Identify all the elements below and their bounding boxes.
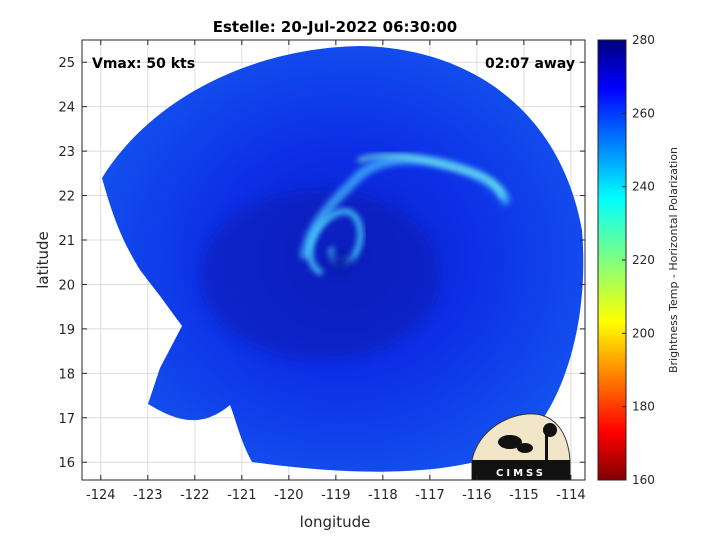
- colorbar-tick-label: 220: [632, 253, 655, 267]
- colorbar-label: Brightness Temp - Horizontal Polarizatio…: [667, 147, 680, 373]
- logo-text: CIMSS: [496, 468, 546, 479]
- x-tick-label: -115: [509, 488, 539, 503]
- time-away-annotation: 02:07 away: [485, 56, 575, 72]
- colorbar: [597, 39, 627, 481]
- x-tick-label: -124: [86, 488, 116, 503]
- x-axis: -124 -123 -122 -121 -120 -119 -118 -117 -116 -115…: [86, 40, 586, 503]
- y-tick-label: 25: [58, 56, 75, 71]
- colorbar-tick-label: 240: [632, 180, 655, 194]
- y-tick-label: 22: [58, 190, 75, 205]
- y-tick-label: 18: [58, 367, 75, 382]
- vmax-annotation: Vmax: 50 kts: [92, 56, 195, 72]
- x-tick-label: -120: [274, 488, 304, 503]
- colorbar-tick-label: 200: [632, 326, 655, 340]
- y-tick-label: 20: [58, 278, 75, 293]
- colorbar-tick-label: 260: [632, 106, 655, 120]
- eye-region: [322, 244, 358, 280]
- swath-core: [200, 190, 440, 360]
- x-tick-label: -114: [556, 488, 586, 503]
- y-tick-label: 16: [58, 456, 75, 471]
- microwave-swath-image: [102, 46, 584, 472]
- colorbar-tick-label: 180: [632, 400, 655, 414]
- colorbar-tick-label: 280: [632, 33, 655, 47]
- cimss-logo: CIMSS: [471, 413, 571, 481]
- y-tick-label: 24: [58, 101, 75, 116]
- y-tick-label: 17: [58, 412, 75, 427]
- y-axis-label: latitude: [34, 231, 52, 289]
- x-tick-label: -119: [321, 488, 351, 503]
- x-axis-label: longitude: [300, 513, 371, 531]
- chart-title: Estelle: 20-Jul-2022 06:30:00: [213, 18, 458, 36]
- x-tick-label: -116: [462, 488, 492, 503]
- x-tick-label: -118: [368, 488, 398, 503]
- axes-frame: [81, 39, 586, 481]
- y-tick-label: 23: [58, 145, 75, 160]
- x-tick-label: -117: [415, 488, 445, 503]
- x-tick-label: -122: [180, 488, 210, 503]
- x-tick-label: -123: [133, 488, 163, 503]
- x-tick-label: -121: [227, 488, 257, 503]
- colorbar-tick-label: 160: [632, 473, 655, 487]
- y-tick-label: 21: [58, 234, 75, 249]
- y-tick-label: 19: [58, 323, 75, 338]
- colorbar-ticks: 280 260 240 220 200 180 160: [622, 33, 655, 487]
- spiral-band-bright: [357, 153, 505, 199]
- y-axis: 16 17 18 19 20 21 22 23 24 25: [58, 56, 585, 471]
